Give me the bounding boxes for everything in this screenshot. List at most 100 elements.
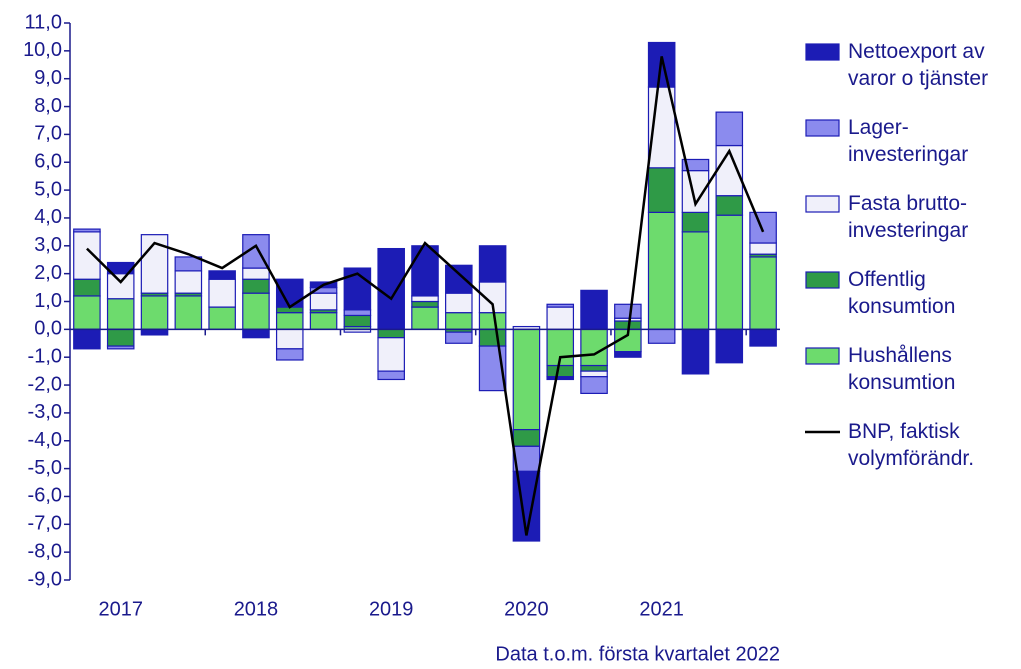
bar: [242, 328, 270, 339]
bar: [73, 278, 101, 297]
legend-swatch: [805, 347, 840, 365]
bar: [174, 270, 203, 294]
bar: [512, 445, 541, 472]
bar: [208, 278, 236, 308]
y-tick-label: -8,0: [28, 540, 62, 562]
y-tick-label: -7,0: [28, 513, 62, 535]
bar: [174, 295, 203, 330]
legend-swatch: [805, 271, 840, 289]
y-tick-label: 11,0: [25, 11, 62, 33]
bar: [73, 328, 101, 350]
bar: [106, 273, 135, 300]
bar: [580, 376, 608, 395]
bar: [208, 270, 236, 280]
bar: [546, 376, 575, 381]
y-tick-label: 7,0: [34, 123, 62, 145]
bar: [546, 306, 575, 330]
bar: [478, 345, 507, 392]
bar: [377, 328, 405, 339]
bar: [580, 370, 608, 378]
bar: [309, 292, 338, 311]
legend-swatch: [805, 43, 840, 61]
bar: [445, 264, 473, 294]
bar: [309, 312, 338, 330]
legend-swatch: [805, 195, 840, 213]
y-tick-label: 10,0: [23, 39, 62, 61]
bar: [681, 211, 710, 233]
legend-label: Hushållens konsumtion: [848, 344, 955, 394]
bar: [73, 295, 101, 330]
y-tick-label: -2,0: [28, 373, 62, 395]
bar: [715, 328, 744, 364]
x-tick-label: 2017: [98, 598, 143, 620]
bar: [546, 303, 575, 308]
bar: [749, 256, 777, 330]
bar: [614, 303, 642, 319]
bar: [242, 267, 270, 280]
bar: [715, 214, 744, 330]
bar: [411, 306, 439, 330]
y-tick-label: 2,0: [34, 262, 62, 284]
bar: [140, 328, 169, 336]
bar: [275, 278, 304, 308]
line: [86, 56, 765, 536]
bar: [377, 370, 405, 381]
bar: [512, 429, 541, 447]
legend-label: Nettoexport av varor o tjänster: [848, 40, 988, 90]
legend-label: Lager-investeringar: [848, 116, 968, 166]
bar: [715, 195, 744, 216]
bar: [106, 328, 135, 347]
bar: [580, 364, 608, 372]
bar: [242, 278, 270, 294]
bar: [681, 328, 710, 375]
bar: [377, 337, 405, 372]
bar: [73, 228, 101, 233]
bar: [445, 312, 473, 330]
legend-swatch: [805, 119, 840, 137]
bar: [343, 314, 372, 328]
bar: [478, 328, 507, 347]
bar: [208, 306, 236, 330]
y-tick-label: 6,0: [34, 151, 62, 173]
bar: [343, 309, 372, 317]
bar: [647, 328, 676, 344]
y-tick-label: 4,0: [34, 206, 62, 228]
bar: [478, 312, 507, 330]
bar: [445, 331, 473, 344]
bar: [580, 289, 608, 330]
y-tick-label: 9,0: [34, 67, 62, 89]
y-tick-label: 8,0: [34, 95, 62, 117]
x-tick-label: 2021: [639, 598, 684, 620]
x-tick-label: 2019: [369, 598, 414, 620]
bar: [614, 351, 642, 358]
bar: [275, 348, 304, 361]
y-tick-label: -5,0: [28, 457, 62, 479]
bar: [512, 328, 541, 431]
bar: [106, 298, 135, 330]
bar: [681, 158, 710, 172]
bar: [546, 364, 575, 378]
bar: [749, 328, 777, 347]
bar: [681, 231, 710, 330]
y-tick-label: -1,0: [28, 345, 62, 367]
bar: [275, 312, 304, 330]
bar: [647, 211, 676, 330]
bar: [140, 295, 169, 330]
y-tick-label: -3,0: [28, 401, 62, 423]
y-tick-label: -4,0: [28, 429, 62, 451]
bar: [715, 111, 744, 147]
y-tick-label: 3,0: [34, 234, 62, 256]
y-tick-label: -6,0: [28, 485, 62, 507]
legend-label: BNP, faktisk volymförändr.: [848, 420, 974, 470]
x-tick-label: 2020: [504, 598, 549, 620]
bar: [411, 295, 439, 303]
bar: [73, 231, 101, 280]
bar: [174, 256, 203, 272]
legend-label: Offentlig konsumtion: [848, 268, 955, 318]
y-tick-label: 1,0: [34, 290, 62, 312]
bar: [275, 328, 304, 350]
bar: [749, 242, 777, 255]
bar: [377, 247, 405, 330]
bar: [411, 300, 439, 308]
